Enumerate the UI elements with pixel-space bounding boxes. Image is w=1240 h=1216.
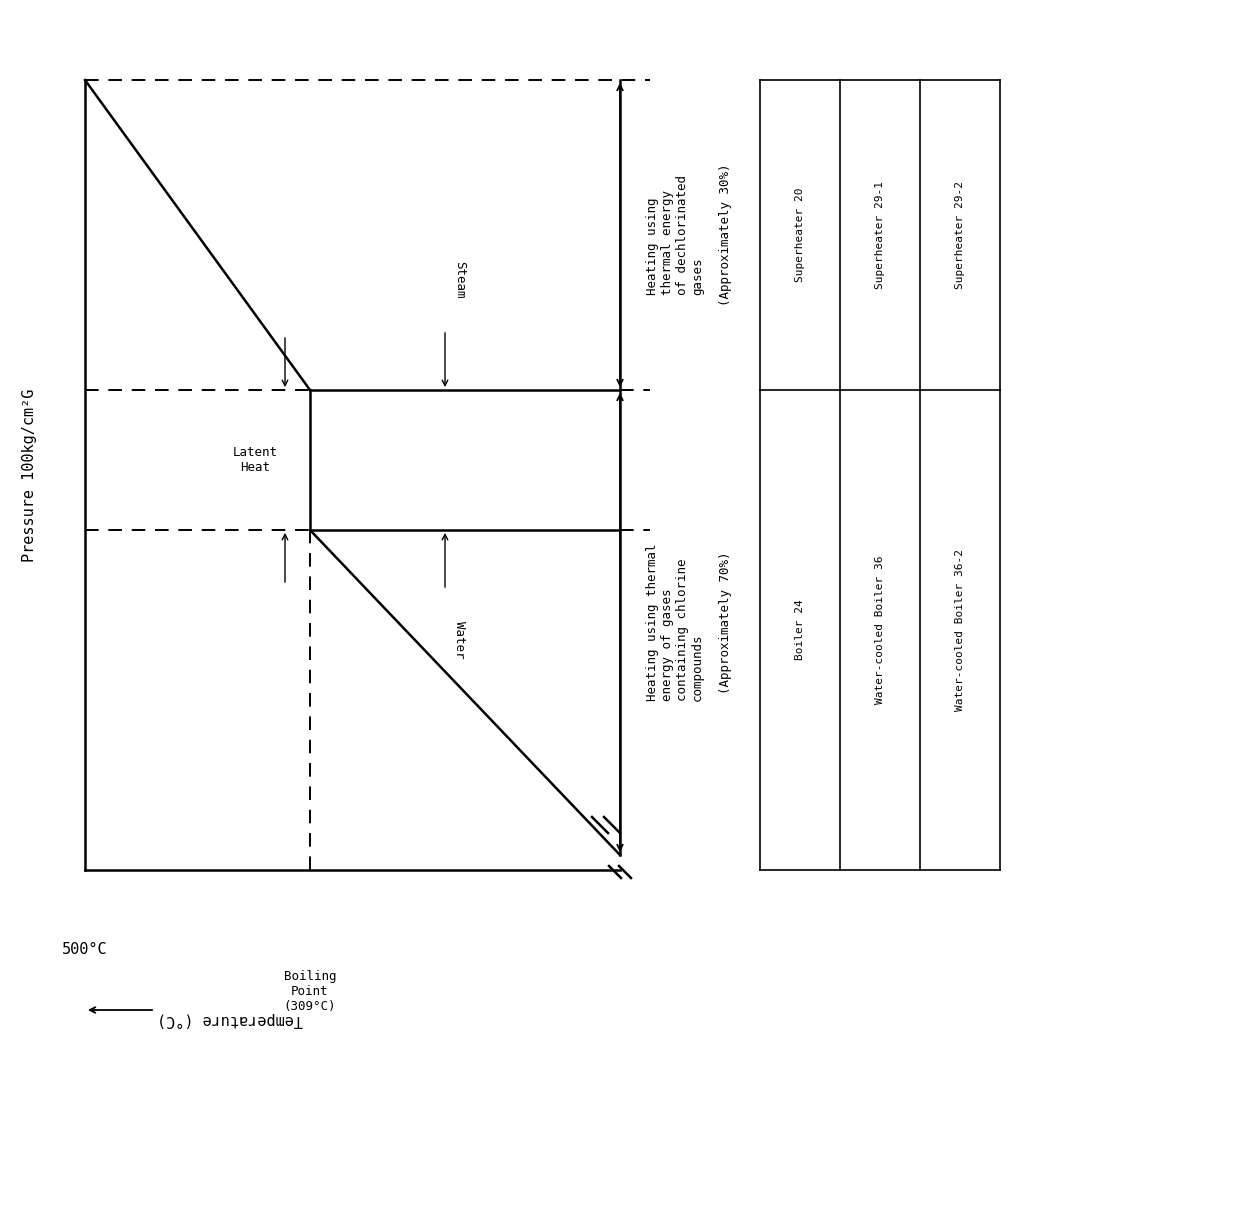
Text: Superheater 29-1: Superheater 29-1 — [875, 181, 885, 289]
Text: Boiling
Point
(309°C): Boiling Point (309°C) — [284, 970, 336, 1013]
Text: Superheater 29-2: Superheater 29-2 — [955, 181, 965, 289]
Text: Latent
Heat: Latent Heat — [233, 446, 278, 474]
Text: Boiler 24: Boiler 24 — [795, 599, 805, 660]
Text: Water-cooled Boiler 36-2: Water-cooled Boiler 36-2 — [955, 548, 965, 711]
Text: Heating using thermal
energy of gases
containing chlorine
compounds: Heating using thermal energy of gases co… — [646, 544, 704, 702]
Text: Temperature (°C): Temperature (°C) — [157, 1013, 303, 1028]
Text: Water-cooled Boiler 36: Water-cooled Boiler 36 — [875, 556, 885, 704]
Text: Water: Water — [454, 621, 466, 659]
Text: 500°C: 500°C — [62, 942, 108, 957]
Text: (Approximately 30%): (Approximately 30%) — [718, 164, 732, 306]
Text: Pressure 100kg/cm²G: Pressure 100kg/cm²G — [22, 388, 37, 562]
Text: Heating using
thermal energy
of dechlorinated
gases: Heating using thermal energy of dechlori… — [646, 175, 704, 295]
Text: (Approximately 70%): (Approximately 70%) — [718, 551, 732, 694]
Text: Superheater 20: Superheater 20 — [795, 187, 805, 282]
Text: Steam: Steam — [454, 261, 466, 299]
